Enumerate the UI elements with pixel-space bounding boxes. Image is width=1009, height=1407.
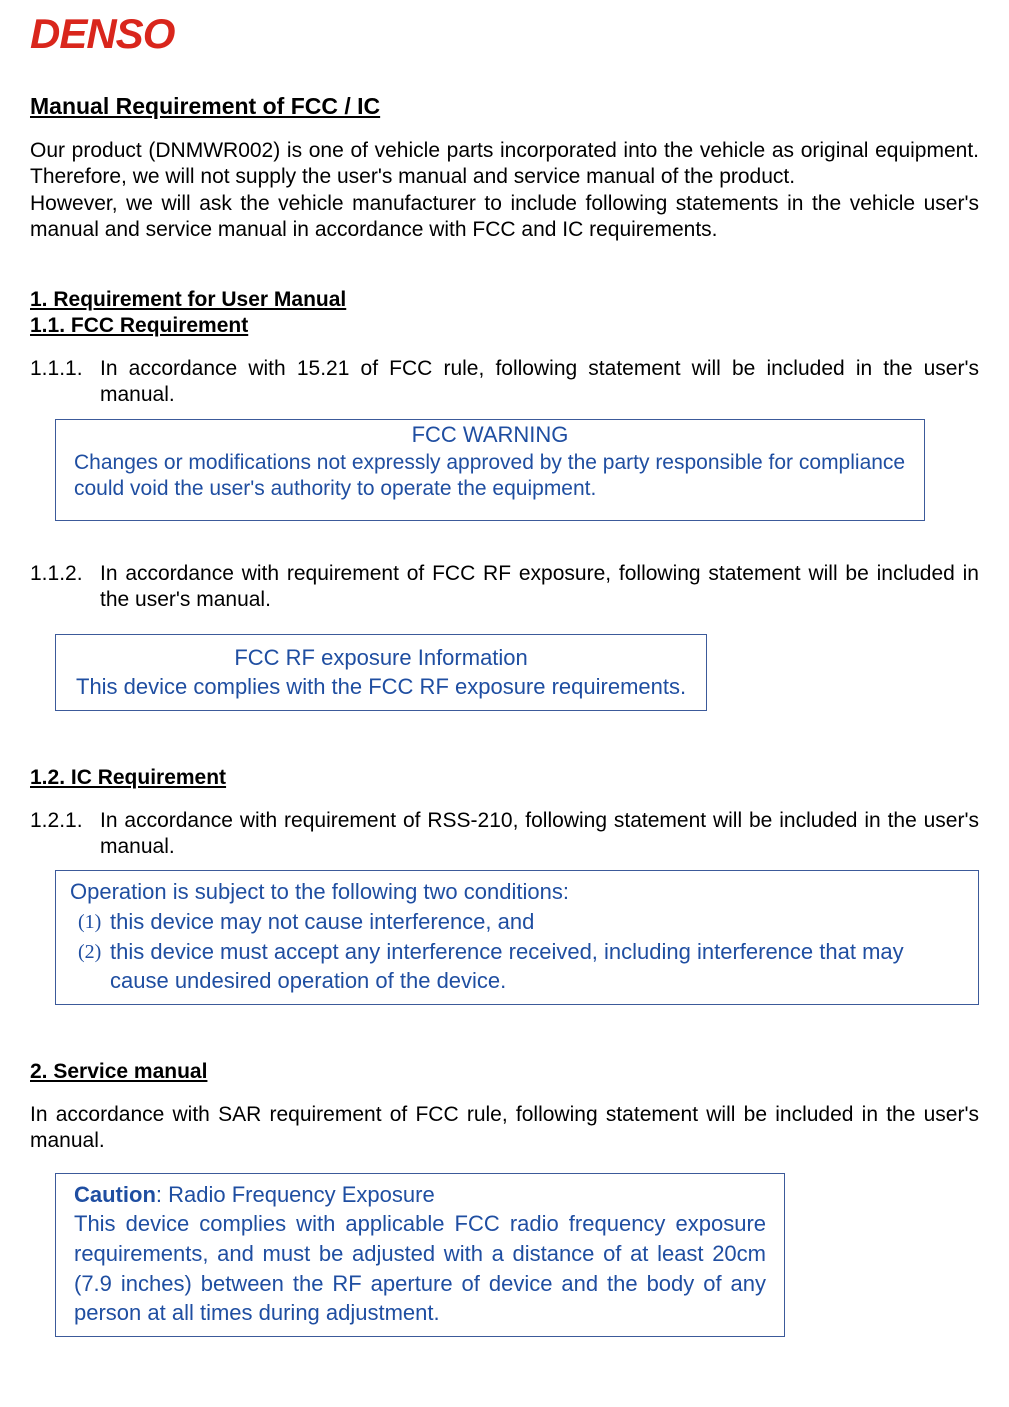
list-marker: (1) (78, 907, 110, 937)
ic-condition-item: (2)this device must accept any interfere… (78, 937, 964, 996)
item-number: 1.1.2. (30, 561, 100, 614)
list-item-text: this device must accept any interference… (110, 937, 964, 996)
item-text: In accordance with requirement of RSS-21… (100, 808, 979, 861)
logo: DENSO (30, 10, 979, 58)
page-title: Manual Requirement of FCC / IC (30, 93, 979, 120)
intro-paragraph: Our product (DNMWR002) is one of vehicle… (30, 138, 979, 243)
fcc-warning-box: FCC WARNING Changes or modifications not… (55, 419, 925, 522)
fcc-rf-exposure-body: This device complies with the FCC RF exp… (70, 672, 692, 702)
section-1-2-heading: 1.2. IC Requirement (30, 766, 979, 790)
ic-condition-item: (1)this device may not cause interferenc… (78, 907, 964, 937)
fcc-warning-title: FCC WARNING (74, 422, 906, 448)
item-text: In accordance with 15.21 of FCC rule, fo… (100, 356, 979, 409)
item-number: 1.2.1. (30, 808, 100, 861)
section-1-1-heading: 1.1. FCC Requirement (30, 314, 979, 338)
fcc-rf-exposure-box: FCC RF exposure Information This device … (55, 634, 707, 711)
caution-box: Caution: Radio Frequency Exposure This d… (55, 1173, 785, 1337)
ic-conditions-intro: Operation is subject to the following tw… (70, 877, 964, 907)
list-item-text: this device may not cause interference, … (110, 907, 964, 937)
item-number: 1.1.1. (30, 356, 100, 409)
fcc-rf-exposure-title: FCC RF exposure Information (70, 643, 692, 673)
item-1-1-1: 1.1.1. In accordance with 15.21 of FCC r… (30, 356, 979, 409)
section-1-heading: 1. Requirement for User Manual (30, 288, 979, 312)
item-1-1-2: 1.1.2. In accordance with requirement of… (30, 561, 979, 614)
section-2-para: In accordance with SAR requirement of FC… (30, 1102, 979, 1155)
item-text: In accordance with requirement of FCC RF… (100, 561, 979, 614)
ic-conditions-box: Operation is subject to the following tw… (55, 870, 979, 1005)
section-2-heading: 2. Service manual (30, 1060, 979, 1084)
caution-body: This device complies with applicable FCC… (74, 1209, 766, 1328)
fcc-warning-body: Changes or modifications not expressly a… (74, 450, 906, 503)
logo-text: DENSO (30, 10, 174, 57)
ic-conditions-list: (1)this device may not cause interferenc… (70, 907, 964, 996)
caution-rest: : Radio Frequency Exposure (156, 1182, 435, 1207)
item-1-2-1: 1.2.1. In accordance with requirement of… (30, 808, 979, 861)
list-marker: (2) (78, 937, 110, 996)
caution-word: Caution (74, 1182, 156, 1207)
caution-title-line: Caution: Radio Frequency Exposure (74, 1180, 766, 1210)
